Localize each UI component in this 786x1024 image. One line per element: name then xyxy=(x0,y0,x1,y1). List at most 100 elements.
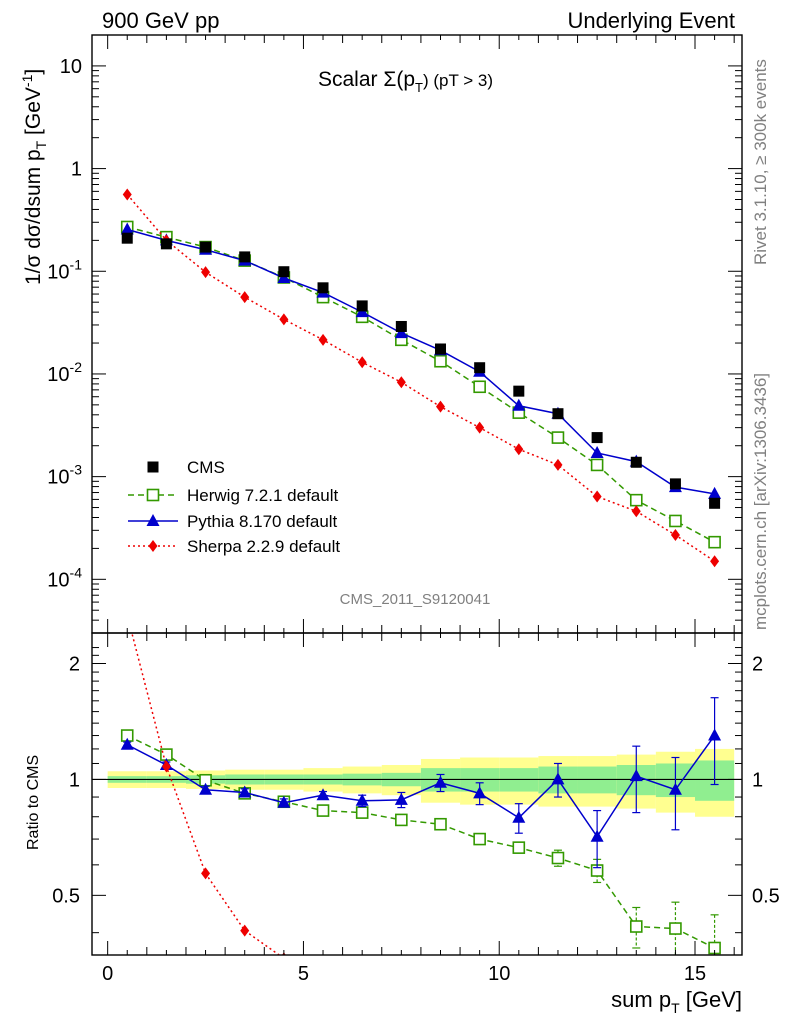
ratio-ylabel: Ratio to CMS xyxy=(25,755,42,850)
main-point-cms-13 xyxy=(630,456,642,468)
ratio-point-sherpa-1 xyxy=(161,760,171,773)
main-point-cms-10 xyxy=(513,385,525,397)
ratio-point-herwig-6 xyxy=(355,806,369,819)
xtick-label-2: 10 xyxy=(488,963,510,985)
legend-marker-herwig xyxy=(146,488,160,502)
analysis-id: CMS_2011_S9120041 xyxy=(340,591,491,608)
main-point-sherpa-0 xyxy=(122,188,132,201)
main-point-sherpa-13 xyxy=(631,505,641,518)
ratio-point-pythia-14 xyxy=(668,782,682,795)
main-point-pythia-0 xyxy=(120,222,134,235)
svg-text:1/σ dσ/dsum pT [GeV-1]: 1/σ dσ/dsum pT [GeV-1] xyxy=(19,69,49,285)
rivet-label: Rivet 3.1.10, ≥ 300k events xyxy=(751,59,770,265)
main-point-sherpa-9 xyxy=(475,421,485,434)
main-point-sherpa-2 xyxy=(201,266,211,279)
main-ytick-label-1: 10-3 xyxy=(47,462,82,489)
main-point-sherpa-10 xyxy=(514,443,524,456)
ratio-point-pythia-7 xyxy=(394,792,408,805)
ratio-point-pythia-2 xyxy=(199,782,213,795)
main-point-sherpa-6 xyxy=(357,356,367,369)
ratio-point-sherpa-12 xyxy=(593,994,602,1006)
main-point-sherpa-15 xyxy=(710,555,720,568)
ratio-point-pythia-6 xyxy=(355,793,369,806)
ratio-line-pythia xyxy=(126,735,716,839)
ratio-point-sherpa-10 xyxy=(514,991,523,1003)
ratio-point-sherpa-0 xyxy=(123,609,132,621)
legend-label-pythia: Pythia 8.170 default xyxy=(187,512,338,531)
ratio-point-pythia-8 xyxy=(433,775,447,788)
legend-label-sherpa: Sherpa 2.2.9 default xyxy=(187,537,340,556)
ratio-point-herwig-9 xyxy=(473,832,486,846)
main-point-cms-7 xyxy=(395,320,407,332)
legend-marker-sherpa xyxy=(148,540,158,552)
main-point-cms-14 xyxy=(669,478,681,490)
legend-marker-pythia xyxy=(146,514,160,526)
xtick-label-0: 0 xyxy=(102,963,113,985)
main-series-layer xyxy=(120,188,722,568)
ratio-ytick-label-right-2: 2 xyxy=(752,653,763,675)
ratio-ytick-label-left-2: 2 xyxy=(69,653,80,675)
main-point-sherpa-5 xyxy=(318,333,328,346)
ratio-line-sherpa xyxy=(131,633,281,955)
main-point-sherpa-14 xyxy=(670,529,680,542)
main-ylabel: 1/σ dσ/dsum pT [GeV-1] xyxy=(19,69,49,285)
main-point-sherpa-12 xyxy=(592,490,602,503)
ratio-point-pythia-11 xyxy=(551,772,565,785)
main-point-pythia-10 xyxy=(512,398,526,411)
main-ytick-label-2: 10-2 xyxy=(47,359,82,386)
ratio-point-pythia-3 xyxy=(238,785,252,798)
ratio-point-pythia-9 xyxy=(473,786,487,799)
axis-ticks: 0 5 10 15 10-4 10-3 10-2 10-1 1 10 0.5 0.5 1 1 2 2 xyxy=(47,34,780,985)
main-point-pythia-12 xyxy=(590,445,604,458)
main-point-pythia-7 xyxy=(394,326,408,339)
ratio-point-pythia-15 xyxy=(708,728,722,741)
main-ytick-label-3: 10-1 xyxy=(47,256,82,283)
main-point-pythia-15 xyxy=(708,486,722,499)
ratio-point-pythia-12 xyxy=(590,829,604,842)
main-ytick-label-0: 10-4 xyxy=(47,564,82,591)
header-left: 900 GeV pp xyxy=(102,8,219,33)
main-point-cms-12 xyxy=(591,432,603,444)
ratio-point-sherpa-7 xyxy=(397,983,406,995)
main-point-sherpa-8 xyxy=(435,400,445,413)
main-point-cms-5 xyxy=(317,282,329,294)
ratio-point-herwig-10 xyxy=(512,841,526,854)
ratio-frame xyxy=(91,632,743,956)
main-point-herwig-12 xyxy=(590,458,604,472)
main-point-herwig-9 xyxy=(473,380,486,394)
ratio-point-sherpa-13 xyxy=(632,957,641,969)
ratio-ytick-label-left-1: 1 xyxy=(69,769,80,791)
main-point-herwig-13 xyxy=(629,493,643,507)
ratio-point-sherpa-5 xyxy=(319,969,328,981)
ratio-point-herwig-8 xyxy=(434,817,447,831)
main-point-cms-0 xyxy=(121,232,133,244)
main-point-cms-15 xyxy=(709,497,721,509)
svg-text:sum pT [GeV]: sum pT [GeV] xyxy=(611,987,742,1016)
legend-label-herwig: Herwig 7.2.1 default xyxy=(187,486,338,505)
main-line-herwig xyxy=(127,226,715,543)
main-point-herwig-14 xyxy=(669,514,682,528)
xtick-label-3: 15 xyxy=(684,963,706,985)
main-title: Scalar Σ(pT) (pT > 3) xyxy=(318,68,493,95)
ratio-point-sherpa-8 xyxy=(436,990,445,1002)
legend: CMS Herwig 7.2.1 default Pythia 8.170 defa… xyxy=(128,458,340,556)
ratio-point-pythia-4 xyxy=(277,795,291,808)
main-point-sherpa-3 xyxy=(240,291,250,304)
main-point-cms-11 xyxy=(552,408,564,420)
main-point-herwig-8 xyxy=(434,354,447,368)
main-point-cms-3 xyxy=(239,251,251,263)
ratio-point-herwig-5 xyxy=(316,804,330,817)
main-point-cms-6 xyxy=(356,300,368,312)
ratio-point-herwig-13 xyxy=(629,920,643,933)
xlabel: sum pT [GeV] xyxy=(611,987,742,1016)
ratio-point-pythia-5 xyxy=(316,788,330,801)
legend-marker-cms xyxy=(147,461,159,473)
ratio-point-herwig-7 xyxy=(395,813,408,827)
main-point-cms-1 xyxy=(160,238,172,250)
svg-text:Scalar Σ(pT) (pT > 3): Scalar Σ(pT) (pT > 3) xyxy=(318,68,493,95)
ratio-point-sherpa-11 xyxy=(553,966,562,978)
main-point-herwig-11 xyxy=(551,431,565,444)
ratio-point-pythia-10 xyxy=(512,810,526,823)
main-point-cms-4 xyxy=(278,266,290,278)
